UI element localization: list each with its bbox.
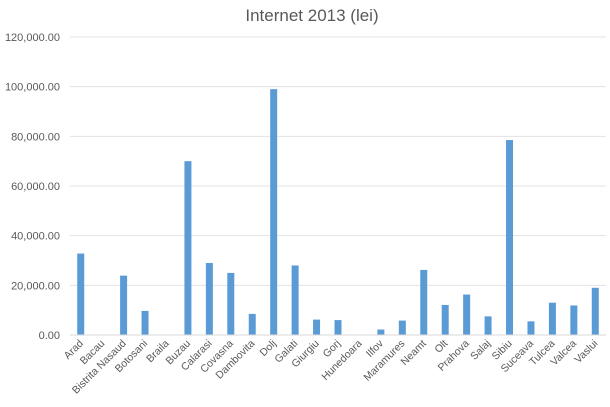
bar-dolj (270, 89, 278, 336)
y-tick-label: 20,000.00 (11, 280, 60, 292)
bar-covasna (227, 272, 235, 335)
bar-neamt (420, 269, 428, 335)
bar-calarasi (205, 262, 213, 335)
bar-dambovita (248, 313, 256, 335)
x-tick-label: Hunedoara (319, 338, 364, 383)
y-axis-tick-labels: 0.00 20,000.00 40,000.00 60,000.00 80,000.00… (5, 32, 60, 342)
bar-salaj (484, 316, 492, 335)
bar-giurgiu (313, 319, 321, 335)
bar-vaslui (591, 287, 599, 335)
y-tick-label: 60,000.00 (11, 181, 60, 193)
y-tick-label: 100,000.00 (5, 82, 60, 94)
chart-title: Internet 2013 (lei) (245, 6, 378, 25)
y-tick-label: 120,000.00 (5, 32, 60, 44)
bar-prahova (463, 294, 471, 335)
y-tick-label: 40,000.00 (11, 231, 60, 243)
bar-valcea (570, 305, 578, 335)
bar-arad (77, 253, 85, 335)
bar-gorj (334, 320, 342, 335)
y-tick-label: 80,000.00 (11, 131, 60, 143)
bar-sibiu (506, 140, 514, 335)
x-tick-label: Vaslui (572, 338, 600, 366)
bar-ilfov (377, 329, 385, 335)
bars (77, 89, 599, 336)
bar-maramures (398, 320, 406, 335)
bar-galati (291, 265, 299, 335)
bar-botosani (141, 310, 149, 335)
bar-olt (441, 304, 449, 335)
gridlines (70, 36, 606, 286)
x-tick-label: Salaj (468, 338, 493, 363)
bar-buzau (184, 161, 192, 335)
bar-suceava (527, 321, 535, 335)
bar-tulcea (548, 302, 556, 335)
bar-bistrita-nasaud (120, 275, 128, 335)
y-tick-label: 0.00 (39, 330, 60, 342)
